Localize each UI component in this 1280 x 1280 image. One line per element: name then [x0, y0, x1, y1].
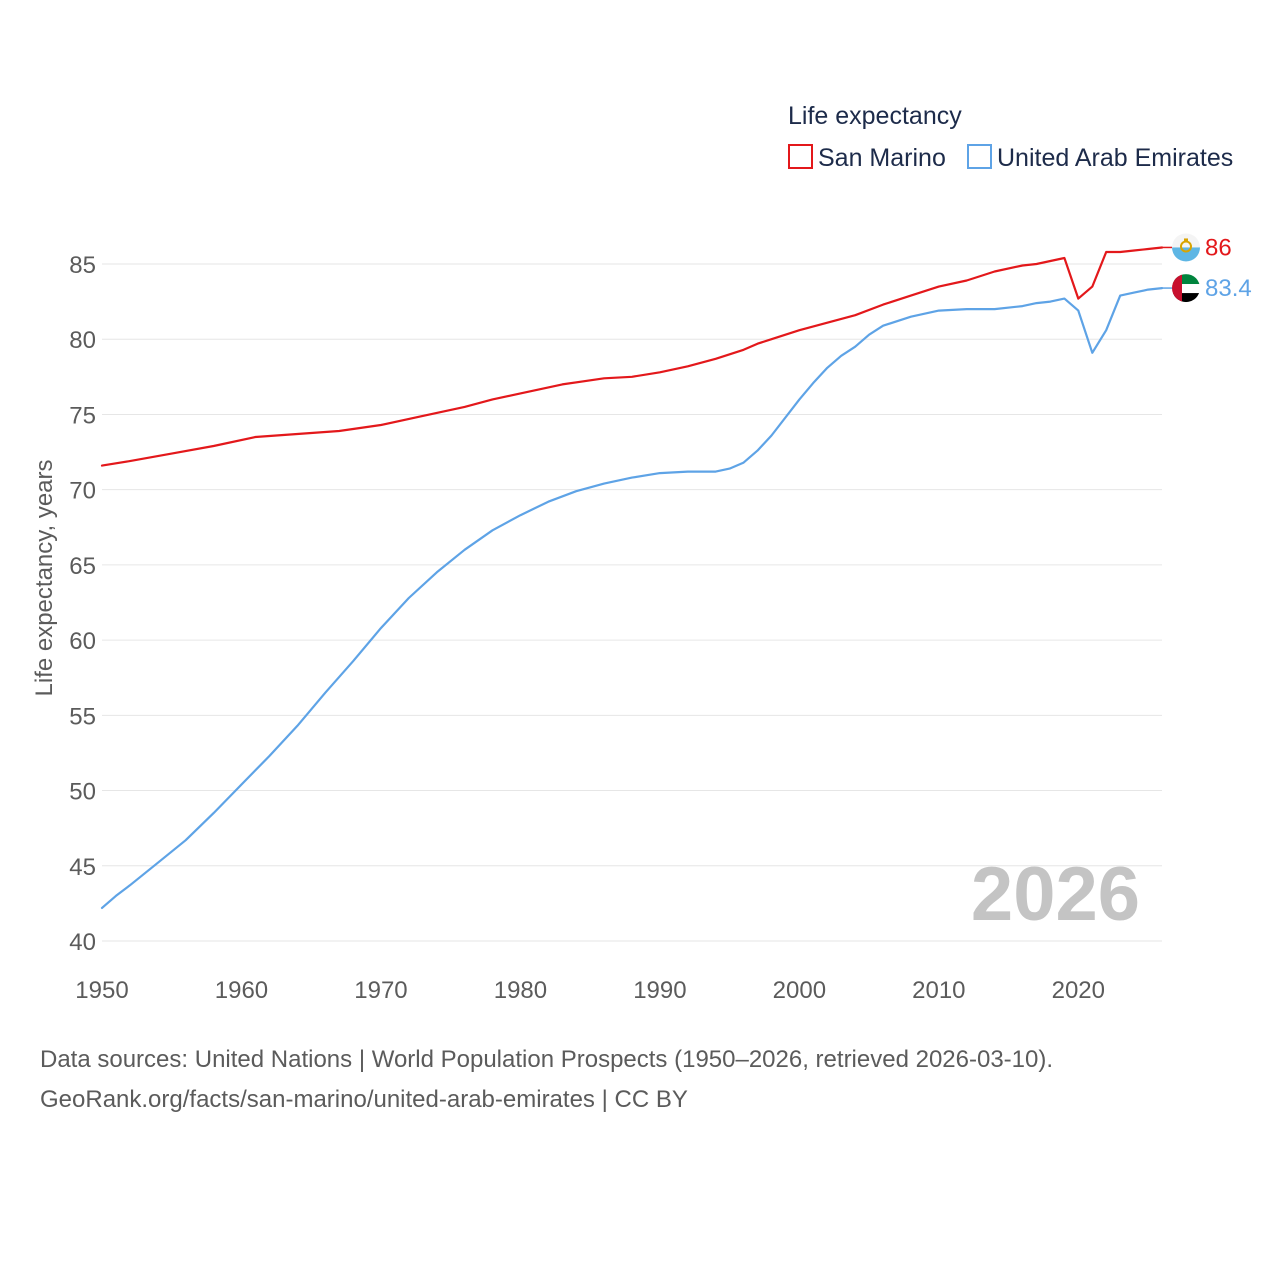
legend-label-uae: United Arab Emirates: [997, 144, 1233, 172]
y-tick-50: 50: [69, 779, 96, 806]
x-tick-1990: 1990: [633, 977, 686, 1004]
end-markers: 86 83.4: [1172, 233, 1252, 303]
x-tick-1980: 1980: [494, 977, 547, 1004]
y-tick-80: 80: [69, 327, 96, 354]
x-axis-ticks: 1950 1960 1970 1980 1990 2000 2010 2020: [75, 977, 1105, 1004]
y-axis-title: Life expectancy, years: [31, 459, 58, 696]
series-line-uae: [100, 287, 1164, 910]
legend-item-san-marino[interactable]: San Marino: [788, 144, 946, 172]
y-tick-75: 75: [69, 402, 96, 429]
life-expectancy-chart: Life expectancy San Marino United Arab E…: [31, 102, 1252, 1004]
y-axis-ticks: 40 45 50 55 60 65 70 75 80 85: [69, 252, 96, 956]
gridlines: [102, 263, 1162, 942]
y-tick-60: 60: [69, 628, 96, 655]
year-watermark: 2026: [971, 852, 1140, 937]
end-value-san-marino: 86: [1205, 234, 1232, 261]
y-tick-65: 65: [69, 553, 96, 580]
y-tick-40: 40: [69, 929, 96, 956]
source-line-1: Data sources: United Nations | World Pop…: [40, 1046, 1054, 1073]
end-value-uae: 83.4: [1205, 275, 1252, 302]
series-lines: [100, 246, 1172, 910]
x-tick-2010: 2010: [912, 977, 965, 1004]
uae-flag-icon: [1172, 274, 1200, 303]
x-tick-1960: 1960: [215, 977, 268, 1004]
source-line-2: GeoRank.org/facts/san-marino/united-arab…: [40, 1086, 688, 1113]
x-tick-1970: 1970: [354, 977, 407, 1004]
san-marino-flag-icon: [1172, 233, 1200, 262]
legend-swatch-san-marino: [788, 144, 813, 169]
y-tick-70: 70: [69, 478, 96, 505]
source-note: Data sources: United Nations | World Pop…: [40, 1040, 1240, 1120]
legend-title: Life expectancy: [788, 102, 962, 130]
legend-swatch-uae: [967, 144, 992, 169]
x-tick-2020: 2020: [1052, 977, 1105, 1004]
legend-item-uae[interactable]: United Arab Emirates: [967, 144, 1233, 172]
y-tick-55: 55: [69, 703, 96, 730]
x-tick-2000: 2000: [773, 977, 826, 1004]
y-tick-45: 45: [69, 854, 96, 881]
x-tick-1950: 1950: [75, 977, 128, 1004]
series-line-san-marino: [100, 246, 1164, 467]
y-tick-85: 85: [69, 252, 96, 279]
legend-label-san-marino: San Marino: [818, 144, 946, 172]
